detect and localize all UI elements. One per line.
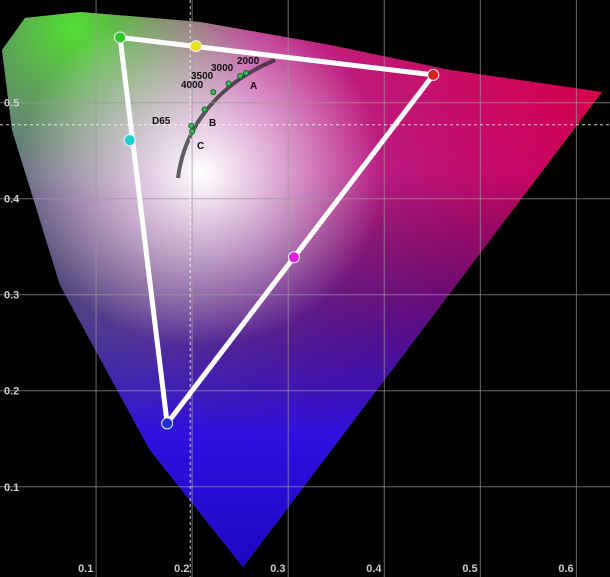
point [287,251,300,264]
point [210,89,217,96]
locus-label: 4000 [181,80,204,91]
point [189,40,202,53]
y-tick-label: 0.4 [4,194,20,206]
point [161,417,174,430]
locus-label: B [209,118,216,129]
x-tick-label: 0.1 [78,563,93,575]
x-tick-label: 0.6 [558,563,573,575]
locus-label: D65 [152,116,171,127]
point [188,122,195,129]
y-tick-label: 0.5 [4,98,19,110]
y-tick-label: 0.3 [4,290,19,302]
point [242,69,249,76]
point [189,128,196,135]
locus-label: C [197,141,204,152]
x-tick-label: 0.3 [270,563,285,575]
point [225,80,232,87]
locus-label: 3500 [191,71,214,82]
point [201,106,208,113]
y-tick-label: 0.2 [4,386,19,398]
gamut-triangle [117,34,438,430]
x-tick-label: 0.2 [174,563,189,575]
locus-label: 3000 [211,63,234,74]
x-tick-label: 0.4 [366,563,382,575]
point [123,134,136,147]
x-tick-label: 0.5 [462,563,477,575]
point [427,68,440,81]
point [114,31,127,44]
y-tick-label: 0.1 [4,482,19,494]
point [237,72,244,79]
locus-label: 2000 [237,56,260,67]
locus-label: A [250,81,257,92]
